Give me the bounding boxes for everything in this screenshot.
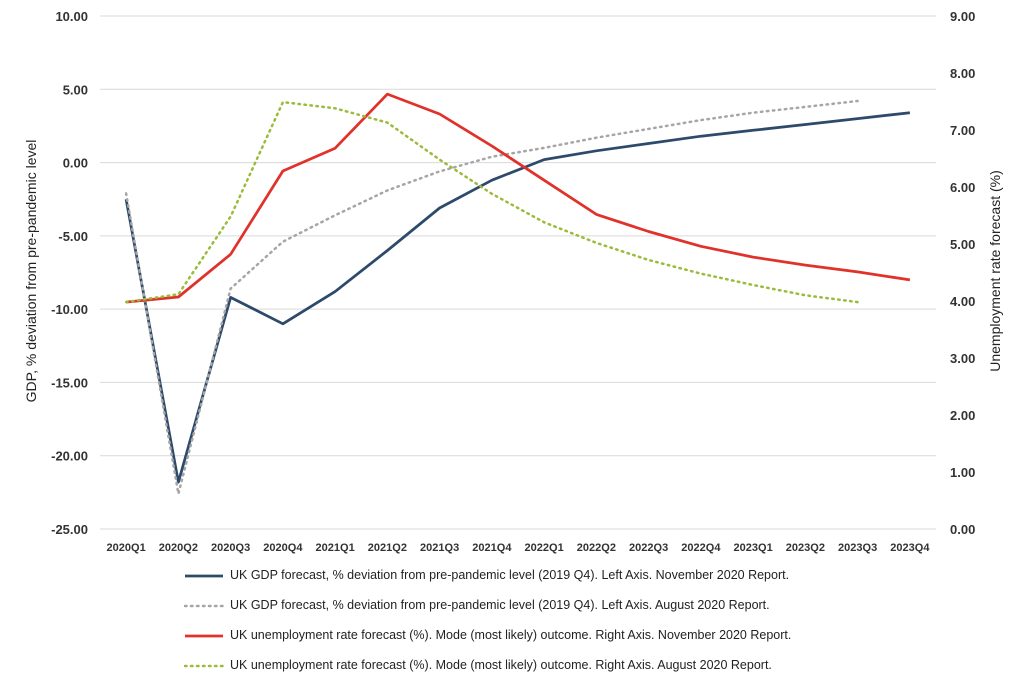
left-tick-label: -5.00 <box>58 229 88 244</box>
legend-swatch <box>184 664 224 668</box>
gridlines <box>100 15 936 530</box>
left-tick-label: 5.00 <box>63 82 88 97</box>
legend-item: UK GDP forecast, % deviation from pre-pa… <box>184 598 944 617</box>
left-axis-title: GDP, % deviation from pre-pandemic level <box>23 140 39 403</box>
right-tick-label: 4.00 <box>950 294 975 309</box>
left-tick-label: -15.00 <box>51 375 88 390</box>
left-tick-label: -10.00 <box>51 302 88 317</box>
chart-canvas: 10.00 5.00 0.00 -5.00 -10.00 -15.00 -20.00 -25.… <box>23 9 1003 554</box>
x-tick-label: 2023Q1 <box>734 542 773 554</box>
right-tick-label: 3.00 <box>950 351 975 366</box>
right-tick-label: 9.00 <box>950 9 975 24</box>
right-tick-label: 2.00 <box>950 408 975 423</box>
x-axis-ticks: 2020Q1 2020Q2 2020Q3 2020Q4 2021Q1 2021Q2 2021… <box>107 542 931 554</box>
legend-label: UK unemployment rate forecast (%). Mode … <box>230 628 792 642</box>
x-tick-label: 2023Q4 <box>890 542 930 554</box>
series-line-1 <box>124 99 859 496</box>
legend-label: UK GDP forecast, % deviation from pre-pa… <box>230 598 770 612</box>
right-axis-ticks: 9.00 8.00 7.00 6.00 5.00 4.00 3.00 2.00 1.00 0.00 <box>950 9 975 537</box>
x-tick-label: 2022Q3 <box>629 542 668 554</box>
right-tick-label: 7.00 <box>950 123 975 138</box>
legend-label: UK unemployment rate forecast (%). Mode … <box>230 658 772 672</box>
legend-label: UK GDP forecast, % deviation from pre-pa… <box>230 568 790 582</box>
series-line-2 <box>125 92 911 304</box>
x-tick-label: 2020Q3 <box>211 542 250 554</box>
series-lines <box>124 92 911 496</box>
x-tick-label: 2021Q3 <box>420 542 459 554</box>
legend-item: UK GDP forecast, % deviation from pre-pa… <box>184 568 944 587</box>
left-tick-label: -25.00 <box>51 522 88 537</box>
x-tick-label: 2022Q2 <box>577 542 616 554</box>
left-tick-label: -20.00 <box>51 449 88 464</box>
x-tick-label: 2021Q2 <box>368 542 407 554</box>
x-tick-label: 2021Q4 <box>472 542 512 554</box>
x-tick-label: 2021Q1 <box>316 542 355 554</box>
x-tick-label: 2020Q2 <box>159 542 198 554</box>
x-tick-label: 2020Q1 <box>107 542 146 554</box>
x-tick-label: 2022Q1 <box>525 542 564 554</box>
left-tick-label: 0.00 <box>63 156 88 171</box>
legend: UK GDP forecast, % deviation from pre-pa… <box>184 568 944 688</box>
legend-swatch <box>185 634 223 638</box>
legend-item: UK unemployment rate forecast (%). Mode … <box>184 658 944 677</box>
x-tick-label: 2020Q4 <box>263 542 303 554</box>
x-tick-label: 2023Q2 <box>786 542 825 554</box>
right-tick-label: 6.00 <box>950 180 975 195</box>
right-tick-label: 8.00 <box>950 66 975 81</box>
left-tick-label: 10.00 <box>55 9 88 24</box>
right-tick-label: 5.00 <box>950 237 975 252</box>
right-tick-label: 0.00 <box>950 522 975 537</box>
legend-swatch <box>185 574 223 578</box>
series-line-3 <box>124 100 859 304</box>
left-axis-ticks: 10.00 5.00 0.00 -5.00 -10.00 -15.00 -20.00 -25.… <box>51 9 88 537</box>
x-tick-label: 2023Q3 <box>838 542 877 554</box>
series-line-0 <box>124 111 911 484</box>
legend-swatch <box>184 604 224 608</box>
right-tick-label: 1.00 <box>950 465 975 480</box>
right-axis-title: Unemployment rate forecast (%) <box>987 170 1003 372</box>
legend-item: UK unemployment rate forecast (%). Mode … <box>184 628 944 647</box>
x-tick-label: 2022Q4 <box>681 542 721 554</box>
